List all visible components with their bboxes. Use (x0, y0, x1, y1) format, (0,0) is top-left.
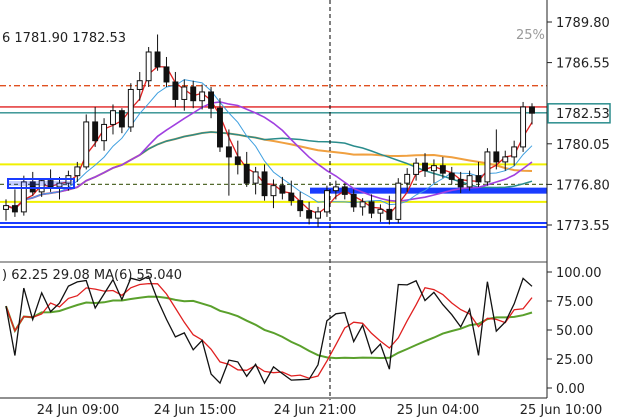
price-tick-label: 1780.05 (556, 138, 610, 153)
ma-blue-line (5, 79, 533, 210)
candle (466, 170, 473, 191)
indicator-tick-label: 100.00 (556, 266, 602, 281)
candle (529, 103, 535, 125)
ma-purple-line (5, 101, 533, 210)
candle (439, 156, 446, 179)
candle (430, 159, 437, 184)
price-tick-label: 1786.55 (556, 57, 610, 72)
candle (199, 84, 206, 110)
indicator-header: ) 62.25 29.08 MA(6) 55.040 (2, 268, 182, 283)
candle (74, 161, 81, 182)
candle (225, 129, 232, 196)
candle (422, 153, 428, 177)
candle (502, 150, 509, 171)
candle (127, 83, 134, 132)
candle (448, 166, 455, 185)
candle (368, 194, 375, 219)
candle (341, 183, 348, 200)
time-tick-label: 25 Jun 04:00 (397, 403, 480, 418)
candle (163, 56, 170, 87)
candle (181, 79, 188, 111)
indicator-tick-label: 25.00 (556, 353, 593, 368)
candle (315, 206, 321, 227)
candle (154, 34, 161, 71)
time-tick-label: 24 Jun 09:00 (37, 403, 120, 418)
price-tick-label: 1773.55 (556, 219, 610, 234)
candle (83, 114, 90, 170)
indicator-axis: 100.00 75.00 50.00 25.00 0.00 (547, 266, 602, 397)
zoom-label: 25% (516, 28, 545, 43)
indicator-signal-line (5, 282, 533, 379)
support-zone (310, 187, 547, 194)
candle (323, 185, 330, 217)
price-header: 6 1781.90 1782.53 (2, 31, 126, 46)
candle (3, 199, 9, 221)
time-tick-label: 24 Jun 15:00 (154, 403, 237, 418)
indicator-lines (5, 275, 533, 385)
candle (413, 158, 420, 181)
time-tick-label: 24 Jun 21:00 (274, 403, 357, 418)
candle (511, 140, 518, 166)
candle (20, 175, 27, 216)
price-axis: 1789.80 1786.55 1780.05 1776.80 1773.55 (547, 16, 610, 234)
candle (493, 129, 500, 170)
candle (404, 168, 411, 192)
candle (350, 189, 357, 212)
price-tick-label: 1776.80 (556, 178, 610, 193)
indicator-tick-label: 0.00 (556, 382, 585, 397)
candle (279, 176, 286, 200)
candle (297, 191, 304, 217)
candle (110, 104, 116, 135)
time-tick-label: 25 Jun 10:00 (520, 403, 603, 418)
candle (395, 178, 402, 224)
indicator-tick-label: 75.00 (556, 295, 593, 310)
candle (172, 71, 179, 107)
candle (359, 198, 366, 216)
candle (234, 140, 241, 175)
candle (217, 98, 223, 152)
candle (190, 80, 197, 109)
current-price-badge: 1782.53 (547, 103, 611, 124)
candle (332, 180, 339, 200)
candle (252, 166, 259, 195)
candle (136, 71, 143, 101)
indicator-slow-line (5, 295, 533, 360)
candle (377, 204, 384, 222)
candle (457, 171, 464, 194)
candle (29, 171, 36, 196)
time-axis: 24 Jun 09:00 24 Jun 15:00 24 Jun 21:00 25 J… (0, 397, 603, 418)
position-marker[interactable] (7, 178, 75, 189)
candle (386, 195, 393, 225)
candle (484, 148, 491, 186)
price-tick-label: 1789.80 (556, 16, 610, 31)
candle (101, 118, 108, 151)
candle (520, 101, 527, 152)
indicator-tick-label: 50.00 (556, 324, 593, 339)
candle (261, 164, 268, 201)
candle (306, 201, 313, 225)
candle (145, 46, 152, 87)
candle (11, 189, 18, 217)
candle (288, 180, 295, 206)
indicator-main-line (5, 275, 533, 385)
candle (92, 106, 99, 147)
candle (243, 151, 250, 187)
candle (208, 86, 215, 119)
candle (475, 161, 482, 187)
candlesticks (3, 34, 535, 227)
current-price-label: 1782.53 (556, 107, 610, 122)
candle (270, 179, 277, 209)
candle (118, 108, 125, 134)
